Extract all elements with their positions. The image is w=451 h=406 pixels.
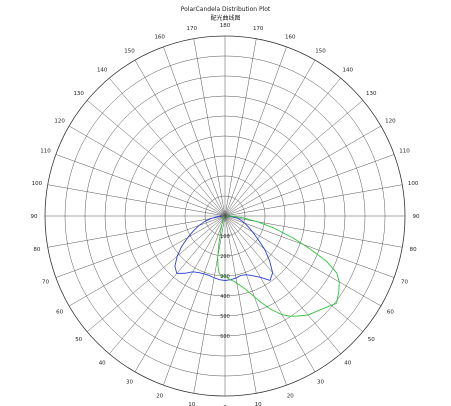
grid-spoke — [68, 215, 226, 307]
grid-spoke — [163, 215, 226, 386]
grid-spoke — [193, 215, 226, 394]
chart-title: PolarCandela Distribution Plot — [180, 6, 271, 13]
grid-spoke — [224, 215, 257, 394]
grid-spoke — [68, 125, 226, 217]
grid-spoke — [193, 38, 226, 217]
angle-tick-label: 160 — [285, 35, 296, 41]
angle-tick-label: 70 — [42, 279, 49, 285]
angle-tick-label: 10 — [255, 402, 262, 406]
angle-tick-label: 100 — [32, 181, 43, 187]
chart-subtitle: 配光曲线图 — [210, 15, 241, 22]
radial-tick-label: 600 — [220, 334, 230, 340]
grid-spoke — [109, 77, 226, 217]
angle-tick-label: 60 — [387, 310, 394, 316]
grid-spoke — [224, 215, 395, 278]
angle-tick-label: 10 — [188, 402, 195, 406]
grid-spoke — [224, 38, 257, 217]
grid-spoke — [224, 184, 403, 217]
angle-tick-label: 80 — [410, 247, 417, 253]
grid-spoke — [224, 215, 287, 386]
angle-tick-label: 100 — [408, 181, 419, 187]
grid-spoke — [109, 215, 226, 355]
angle-labels: 1002003004005006000101020203030404050506… — [31, 23, 420, 406]
angle-tick-label: 20 — [156, 394, 163, 400]
angle-tick-label: 80 — [33, 247, 40, 253]
grid-spoke — [224, 77, 341, 217]
angle-tick-label: 150 — [315, 49, 326, 55]
angle-tick-label: 110 — [40, 149, 51, 155]
series-curve-2 — [217, 215, 340, 317]
grid-spoke — [47, 184, 226, 217]
angle-tick-label: 50 — [75, 337, 82, 343]
angle-tick-label: 120 — [385, 119, 396, 125]
radial-tick-label: 300 — [220, 274, 230, 280]
angle-tick-label: 50 — [368, 337, 375, 343]
angle-tick-label: 170 — [253, 26, 264, 32]
angle-tick-label: 60 — [56, 310, 63, 316]
grid-spoke — [224, 46, 287, 217]
radial-tick-label: 400 — [220, 294, 230, 300]
angle-tick-label: 70 — [401, 279, 408, 285]
grid-spoke — [224, 59, 316, 217]
grid-spoke — [86, 215, 226, 332]
grid-spoke — [55, 154, 226, 217]
grid-spoke — [224, 215, 364, 332]
angle-tick-label: 40 — [99, 360, 106, 366]
grid-spoke — [224, 154, 395, 217]
angle-tick-label: 140 — [343, 68, 354, 74]
angle-tick-label: 90 — [31, 214, 38, 220]
grid-spoke — [224, 215, 316, 373]
grid-spoke — [224, 100, 364, 217]
angle-tick-label: 120 — [54, 119, 65, 125]
grid-spoke — [134, 59, 226, 217]
angle-tick-label: 160 — [154, 35, 165, 41]
curves — [174, 215, 340, 317]
angle-tick-label: 20 — [287, 394, 294, 400]
grid-spoke — [47, 215, 226, 248]
radial-tick-label: 200 — [220, 254, 230, 260]
angle-tick-label: 30 — [126, 379, 133, 385]
angle-tick-label: 110 — [399, 149, 410, 155]
radial-tick-label: 100 — [220, 234, 230, 240]
polar-grid — [44, 35, 406, 397]
angle-tick-label: 170 — [187, 26, 198, 32]
angle-tick-label: 40 — [344, 360, 351, 366]
angle-tick-label: 180 — [220, 23, 231, 29]
grid-spoke — [163, 46, 226, 217]
angle-tick-label: 130 — [366, 91, 377, 97]
grid-spoke — [134, 215, 226, 373]
grid-spoke — [224, 215, 382, 307]
angle-tick-label: 140 — [97, 68, 108, 74]
grid-spoke — [55, 215, 226, 278]
angle-tick-label: 30 — [317, 379, 324, 385]
series-curve-1 — [174, 215, 274, 281]
angle-tick-label: 130 — [73, 91, 84, 97]
angle-tick-label: 90 — [413, 214, 420, 220]
angle-tick-label: 150 — [124, 49, 135, 55]
grid-spoke — [224, 125, 382, 217]
grid-spoke — [224, 215, 341, 355]
grid-spoke — [86, 100, 226, 217]
radial-tick-label: 500 — [220, 314, 230, 320]
